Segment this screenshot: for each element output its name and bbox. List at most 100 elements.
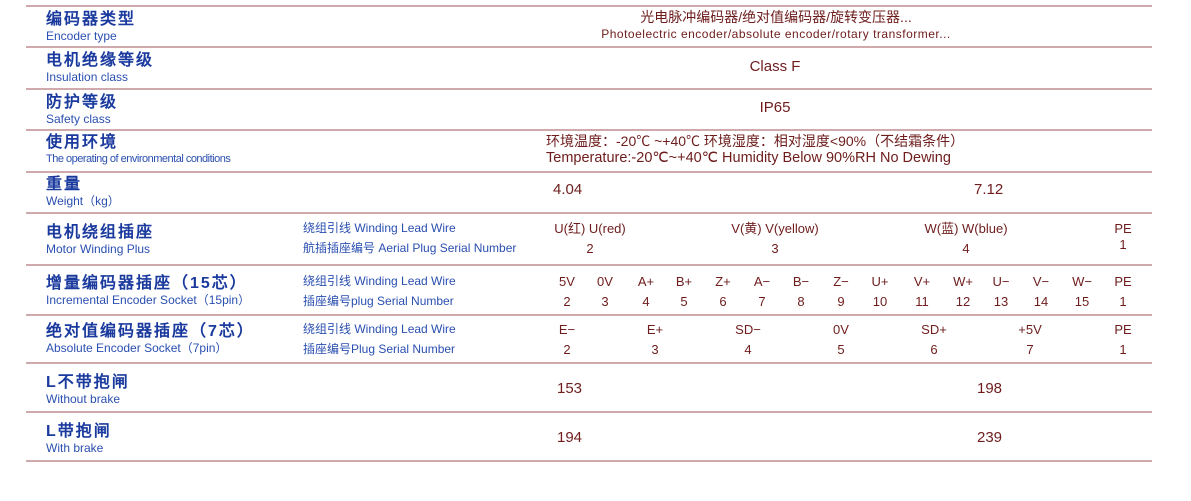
pin-number: 6 (719, 294, 727, 309)
pin-number: 2 (563, 342, 571, 357)
row-label-en: Safety class (46, 112, 111, 126)
row-divider (26, 411, 1152, 413)
length-value: 198 (977, 380, 1003, 397)
lead-wire-label: 绕组引线 Winding Lead Wire (303, 322, 456, 336)
wire-name: SD− (735, 322, 761, 337)
serial-number-label: 航插插座编号 Aerial Plug Serial Number (303, 241, 517, 255)
wire-name: V− (1032, 274, 1050, 289)
wire-name: E− (558, 322, 576, 337)
row-label-zh: 电机绕组插座 (46, 224, 155, 241)
row-divider (26, 264, 1152, 266)
wire-name: PE (1114, 274, 1132, 289)
row-divider (26, 46, 1152, 48)
wire-name: W+ (953, 274, 973, 289)
wire-name: +5V (1018, 322, 1042, 337)
weight-value: 7.12 (974, 181, 1004, 198)
row-label-en: Encoder type (46, 29, 117, 43)
row-label-en: Absolute Encoder Socket（7pin） (46, 341, 228, 355)
wire-name: PE (1114, 322, 1132, 337)
pin-number: 10 (872, 294, 888, 309)
wire-name: PE (1114, 221, 1132, 236)
wire-name: Z+ (715, 274, 731, 289)
row-divider (26, 129, 1152, 131)
row-divider (26, 314, 1152, 316)
length-value: 194 (557, 429, 583, 446)
wire-name: U(红) U(red) (554, 221, 626, 236)
row-divider (26, 171, 1152, 173)
row-divider (26, 362, 1152, 364)
pin-number: 1 (1119, 342, 1127, 357)
lead-wire-label: 绕组引线 Winding Lead Wire (303, 274, 456, 288)
wire-name: A− (753, 274, 771, 289)
row-divider (26, 212, 1152, 214)
wire-name: A+ (637, 274, 655, 289)
row-label-zh: 电机绝缘等级 (46, 52, 155, 69)
row-divider (26, 5, 1152, 7)
row-label-zh: L不带抱闸 (46, 374, 130, 391)
row-label-zh: 绝对值编码器插座（7芯） (46, 323, 255, 340)
row-label-en: With brake (46, 441, 104, 455)
pin-number: 1 (1119, 294, 1127, 309)
wire-name: W− (1072, 274, 1092, 289)
pin-number: 15 (1074, 294, 1090, 309)
pin-number: 12 (955, 294, 971, 309)
env-value-zh: 环境温度：-20℃ ~+40℃ 环境湿度：相对湿度<90%（不结霜条件） (546, 133, 965, 149)
wire-name: Z− (833, 274, 849, 289)
row-divider (26, 88, 1152, 90)
row-label-en: The operating of environmental condition… (46, 153, 231, 165)
pin-number: 3 (601, 294, 609, 309)
insulation-value: Class F (749, 58, 801, 75)
wire-name: B+ (675, 274, 693, 289)
serial-number-label: 插座编号Plug Serial Number (303, 342, 456, 356)
wire-name: V(黄) V(yellow) (731, 221, 819, 236)
wire-name: E+ (646, 322, 664, 337)
pin-number: 4 (642, 294, 650, 309)
pin-number: 11 (915, 294, 929, 309)
row-label-en: Without brake (46, 392, 121, 406)
pin-number: 3 (651, 342, 659, 357)
safety-value: IP65 (759, 99, 791, 116)
row-label-zh: 编码器类型 (46, 11, 137, 28)
row-divider (26, 460, 1152, 462)
encoder-value-en: Photoelectric encoder/absolute encoder/r… (601, 27, 951, 41)
pin-number: 7 (1026, 342, 1034, 357)
pin-number: 3 (771, 241, 779, 256)
wire-name: W(蓝) W(blue) (924, 221, 1008, 236)
length-value: 239 (977, 429, 1003, 446)
wire-name: 0V (597, 274, 613, 289)
env-value-en: Temperature:-20℃~+40℃ Humidity Below 90%… (546, 150, 951, 166)
wire-name: U+ (871, 274, 889, 289)
pin-number: 5 (837, 342, 845, 357)
pin-number: 5 (680, 294, 688, 309)
pin-number: 6 (930, 342, 938, 357)
pin-number: 9 (837, 294, 845, 309)
serial-number-label: 插座编号plug Serial Number (303, 294, 454, 308)
pin-number: 7 (758, 294, 766, 309)
row-label-zh: 使用环境 (46, 134, 119, 151)
row-label-zh: 防护等级 (46, 94, 119, 111)
weight-value: 4.04 (553, 181, 583, 198)
pin-number: 1 (1119, 237, 1127, 252)
wire-name: V+ (913, 274, 931, 289)
wire-name: U− (992, 274, 1010, 289)
wire-name: 0V (833, 322, 849, 337)
row-label-en: Insulation class (46, 70, 129, 84)
wire-name: 5V (559, 274, 575, 289)
wire-name: SD+ (921, 322, 947, 337)
length-value: 153 (557, 380, 583, 397)
row-label-en: Incremental Encoder Socket（15pin） (46, 293, 251, 307)
encoder-value-zh: 光电脉冲编码器/绝对值编码器/旋转变压器... (640, 9, 912, 25)
row-label-zh: 重量 (46, 176, 83, 193)
pin-number: 2 (586, 241, 594, 256)
pin-number: 8 (797, 294, 805, 309)
wire-name: B− (792, 274, 810, 289)
row-label-zh: 增量编码器插座（15芯） (46, 275, 248, 292)
pin-number: 4 (744, 342, 752, 357)
row-label-zh: L带抱闸 (46, 423, 112, 440)
pin-number: 4 (962, 241, 970, 256)
pin-number: 2 (563, 294, 571, 309)
lead-wire-label: 绕组引线 Winding Lead Wire (303, 221, 456, 235)
pin-number: 14 (1033, 294, 1049, 309)
row-label-en: Weight（kg） (46, 194, 120, 208)
pin-number: 13 (993, 294, 1009, 309)
